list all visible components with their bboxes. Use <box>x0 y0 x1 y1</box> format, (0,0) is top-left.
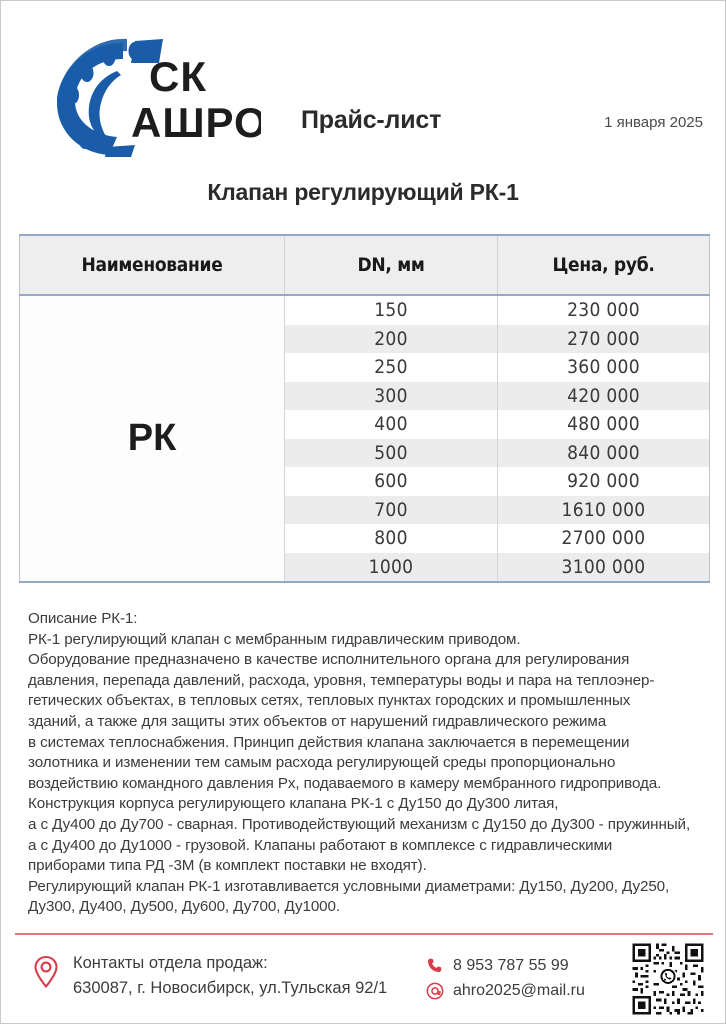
description-heading: Описание РК-1: <box>28 610 138 627</box>
product-description: Описание РК-1: РК-1 регулирующий клапан … <box>28 609 706 918</box>
company-logo: СК АШРО <box>31 33 261 158</box>
dn-cell: 800 <box>284 524 498 553</box>
column-header-name: Наименование <box>19 234 285 296</box>
table-row: 500 840 000 <box>20 438 710 467</box>
description-line: Оборудование предназначено в качестве ис… <box>28 651 630 669</box>
column-header-dn: DN, мм <box>284 234 498 296</box>
phone-icon <box>425 957 444 974</box>
table-row: 250 360 000 <box>20 353 710 382</box>
price-cell: 1610 000 <box>497 495 710 524</box>
product-name-cell: РК <box>19 295 285 583</box>
price-cell: 2700 000 <box>497 524 710 553</box>
dn-cell: 150 <box>284 295 498 325</box>
description-line: золотника и изменении тем самым расхода … <box>28 754 616 772</box>
price-cell: 420 000 <box>497 381 710 410</box>
price-cell: 360 000 <box>497 353 710 382</box>
dn-cell: 500 <box>284 438 498 467</box>
price-table-container: Наименование DN, мм Цена, руб. РК 150 23… <box>19 234 710 583</box>
table-row: 300 420 000 <box>20 381 710 410</box>
flange-ring-icon <box>57 38 163 157</box>
description-line: давления, перепада давлений, расхода, ур… <box>28 671 655 689</box>
contacts-address: 630087, г. Новосибирск, ул.Тульская 92/1 <box>73 979 388 997</box>
email-address: ahro2025@mail.ru <box>453 981 585 999</box>
phone-number: 8 953 787 55 99 <box>453 956 569 974</box>
description-line: а с Ду400 до Ду1000 - грузовой. Клапаны … <box>28 836 613 854</box>
price-table-header: Наименование DN, мм Цена, руб. <box>19 234 710 296</box>
communications-block: 8 953 787 55 99 ahro2025@mail.ru <box>425 953 585 1003</box>
price-cell: 230 000 <box>497 295 710 325</box>
dn-cell: 1000 <box>284 552 498 583</box>
price-cell: 270 000 <box>497 324 710 353</box>
price-cell: 920 000 <box>497 467 710 496</box>
logo-text-sk: СК <box>149 53 207 100</box>
price-cell: 480 000 <box>497 410 710 439</box>
dn-cell: 200 <box>284 324 498 353</box>
table-row: 700 1610 000 <box>20 495 710 524</box>
description-line: Конструкция корпуса регулирующего клапан… <box>28 795 559 813</box>
table-row: 1000 3100 000 <box>20 552 710 583</box>
column-header-price: Цена, руб. <box>497 234 710 296</box>
footer-divider <box>15 933 713 935</box>
description-line: зданий, а также для защиты этих объектов… <box>28 712 607 730</box>
price-table-body: РК 150 230 000 200 270 000 250 360 000 3… <box>19 295 710 583</box>
price-list-title: Прайс-лист <box>301 106 442 134</box>
price-list-date: 1 января 2025 <box>604 114 703 131</box>
dn-cell: 400 <box>284 410 498 439</box>
email-row[interactable]: ahro2025@mail.ru <box>425 978 585 1003</box>
description-line: РК-1 регулирующий клапан с мембранным ги… <box>28 630 521 648</box>
location-pin-icon <box>33 955 59 994</box>
dn-cell: 700 <box>284 495 498 524</box>
dn-cell: 600 <box>284 467 498 496</box>
description-line: воздействию командного давления Рх, пода… <box>28 774 662 792</box>
logo-text-ahro: АШРО <box>131 99 261 146</box>
description-line: приборами типа РД -3М (в комплект постав… <box>28 857 427 875</box>
phone-row[interactable]: 8 953 787 55 99 <box>425 953 585 978</box>
table-row: 800 2700 000 <box>20 524 710 553</box>
table-header-row: Наименование DN, мм Цена, руб. <box>19 234 710 296</box>
table-row: 200 270 000 <box>20 324 710 353</box>
page-footer: Контакты отдела продаж: 630087, г. Новос… <box>1 939 725 1023</box>
description-line: а с Ду400 до Ду700 - сварная. Противодей… <box>28 815 691 833</box>
table-row: 600 920 000 <box>20 467 710 496</box>
table-row: 400 480 000 <box>20 410 710 439</box>
description-line: гетических объектах, в тепловых сетях, т… <box>28 692 631 710</box>
price-cell: 840 000 <box>497 438 710 467</box>
product-title: Клапан регулирующий РК-1 <box>207 179 519 205</box>
page-header: СК АШРО Прайс-лист 1 января 2025 <box>1 1 725 171</box>
table-row: РК 150 230 000 <box>19 295 710 583</box>
contacts-block: Контакты отдела продаж: 630087, г. Новос… <box>33 951 387 1001</box>
dn-cell: 300 <box>284 381 498 410</box>
description-line: в системах теплоснабжения. Принцип дейст… <box>28 733 630 751</box>
dn-cell: 250 <box>284 353 498 382</box>
contact-text-block: Контакты отдела продаж: 630087, г. Новос… <box>73 951 387 1001</box>
price-cell: 3100 000 <box>497 552 710 583</box>
description-line: Ду300, Ду400, Ду500, Ду600, Ду700, Ду100… <box>28 898 340 916</box>
description-line: Регулирующий клапан РК-1 изготавливается… <box>28 877 670 895</box>
qr-code-whatsapp-icon[interactable] <box>630 941 706 1017</box>
contacts-label: Контакты отдела продаж: <box>73 954 268 972</box>
price-table: Наименование DN, мм Цена, руб. РК 150 23… <box>19 234 710 583</box>
at-sign-icon <box>425 982 444 1000</box>
